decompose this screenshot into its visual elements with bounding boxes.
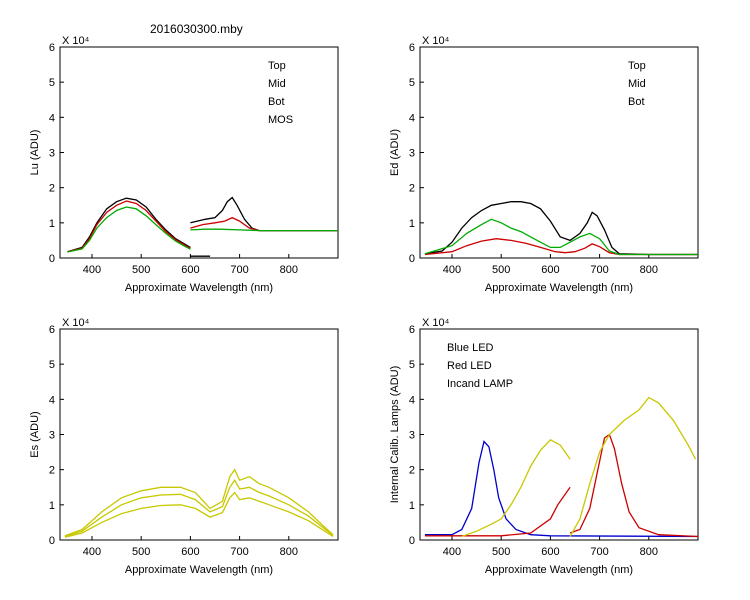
x-tick-label: 700 [590,546,608,558]
series-line-red-led [569,433,698,538]
y-tick-label: 5 [409,77,415,89]
y-axis-label: Es (ADU) [29,411,41,457]
series-line-blue-led [424,440,698,538]
x-tick-label: 700 [230,264,248,276]
y-tick-label: 5 [49,77,55,89]
series-line-es-high [64,468,334,537]
y-axis-label: Lu (ADU) [29,130,41,176]
legend-entry: Bot [268,96,285,108]
x-tick-label: 400 [83,264,101,276]
x-axis-label: Approximate Wavelength (nm) [125,564,273,576]
series-line-bot [67,206,191,253]
plot-frame [59,328,339,541]
y-exponent-label: X 10⁴ [62,317,90,329]
legend-entry: Top [268,60,286,72]
x-tick-label: 500 [492,264,510,276]
x-tick-label: 800 [280,264,298,276]
y-tick-label: 6 [49,42,55,54]
y-tick-label: 1 [409,500,415,512]
legend-entry: Blue LED [447,342,494,354]
x-tick-label: 600 [541,546,559,558]
series-line-red-led [424,486,571,537]
x-axis-label: Approximate Wavelength (nm) [485,282,633,294]
legend-entry: Red LED [447,360,492,372]
legend-entry: MOS [268,114,293,126]
figure-title: 2016030300.mby [150,22,243,36]
y-tick-label: 1 [49,218,55,230]
series-line-es-mid [64,478,334,538]
y-tick-label: 0 [409,253,415,265]
y-tick-label: 3 [49,430,55,442]
y-tick-label: 3 [49,148,55,160]
series-line-incand-lamp [569,396,697,537]
x-tick-label: 800 [640,546,658,558]
legend-entry: Mid [268,78,286,90]
chart-panel-2: 0 1 2 3 4 5 6 400 500 600 700 800 X 10⁴ Approximate W… [389,35,699,294]
series-line-es-low [64,491,334,538]
legend-entry: Top [628,60,646,72]
y-tick-label: 4 [409,112,415,124]
chart-panel-1: 0 1 2 3 4 5 6 400 500 600 700 800 X 10⁴ Approximate W… [29,35,339,294]
x-axis-label: Approximate Wavelength (nm) [125,282,273,294]
y-exponent-label: X 10⁴ [422,317,450,329]
legend-entry: Mid [628,78,646,90]
y-tick-label: 2 [49,465,55,477]
x-tick-label: 600 [541,264,559,276]
plot-frame [59,46,339,259]
series-line-bot [190,228,338,232]
chart-panel-4: 0 1 2 3 4 5 6 400 500 600 700 800 X 10⁴ Approximate W… [389,317,699,576]
y-tick-label: 4 [409,394,415,406]
y-tick-label: 0 [49,253,55,265]
y-tick-label: 4 [49,394,55,406]
y-tick-label: 1 [409,218,415,230]
y-tick-label: 2 [409,183,415,195]
y-tick-label: 2 [49,183,55,195]
series-line-top [424,201,698,256]
y-tick-label: 0 [409,535,415,547]
series-line-mid [424,238,698,256]
y-tick-label: 6 [409,42,415,54]
x-tick-label: 600 [181,264,199,276]
y-axis-label: Internal Calib. Lamps (ADU) [389,366,401,504]
x-tick-label: 800 [280,546,298,558]
y-tick-label: 3 [409,148,415,160]
y-tick-label: 5 [49,359,55,371]
y-exponent-label: X 10⁴ [62,35,90,47]
plot-frame [419,46,699,259]
y-tick-label: 2 [409,465,415,477]
x-tick-label: 500 [492,546,510,558]
y-axis-label: Ed (ADU) [389,129,401,176]
y-tick-label: 3 [409,430,415,442]
x-tick-label: 400 [443,264,461,276]
x-tick-label: 400 [443,546,461,558]
x-tick-label: 700 [230,546,248,558]
series-line-mid [67,200,191,253]
x-tick-label: 600 [181,546,199,558]
y-tick-label: 5 [409,359,415,371]
x-axis-label: Approximate Wavelength (nm) [485,564,633,576]
y-tick-label: 0 [49,535,55,547]
series-line-top [190,196,338,232]
legend-entry: Bot [628,96,645,108]
x-tick-label: 800 [640,264,658,276]
x-tick-label: 700 [590,264,608,276]
y-tick-label: 1 [49,500,55,512]
x-tick-label: 400 [83,546,101,558]
chart-panel-3: 0 1 2 3 4 5 6 400 500 600 700 800 X 10⁴ Approximate W… [29,317,339,576]
legend-entry: Incand LAMP [447,378,513,390]
y-tick-label: 6 [409,324,415,336]
series-line-incand-lamp [461,438,571,538]
x-tick-label: 500 [132,546,150,558]
y-exponent-label: X 10⁴ [422,35,450,47]
y-tick-label: 6 [49,324,55,336]
series-line-bot [424,218,698,256]
y-tick-label: 4 [49,112,55,124]
x-tick-label: 500 [132,264,150,276]
series-line-top [67,197,191,253]
